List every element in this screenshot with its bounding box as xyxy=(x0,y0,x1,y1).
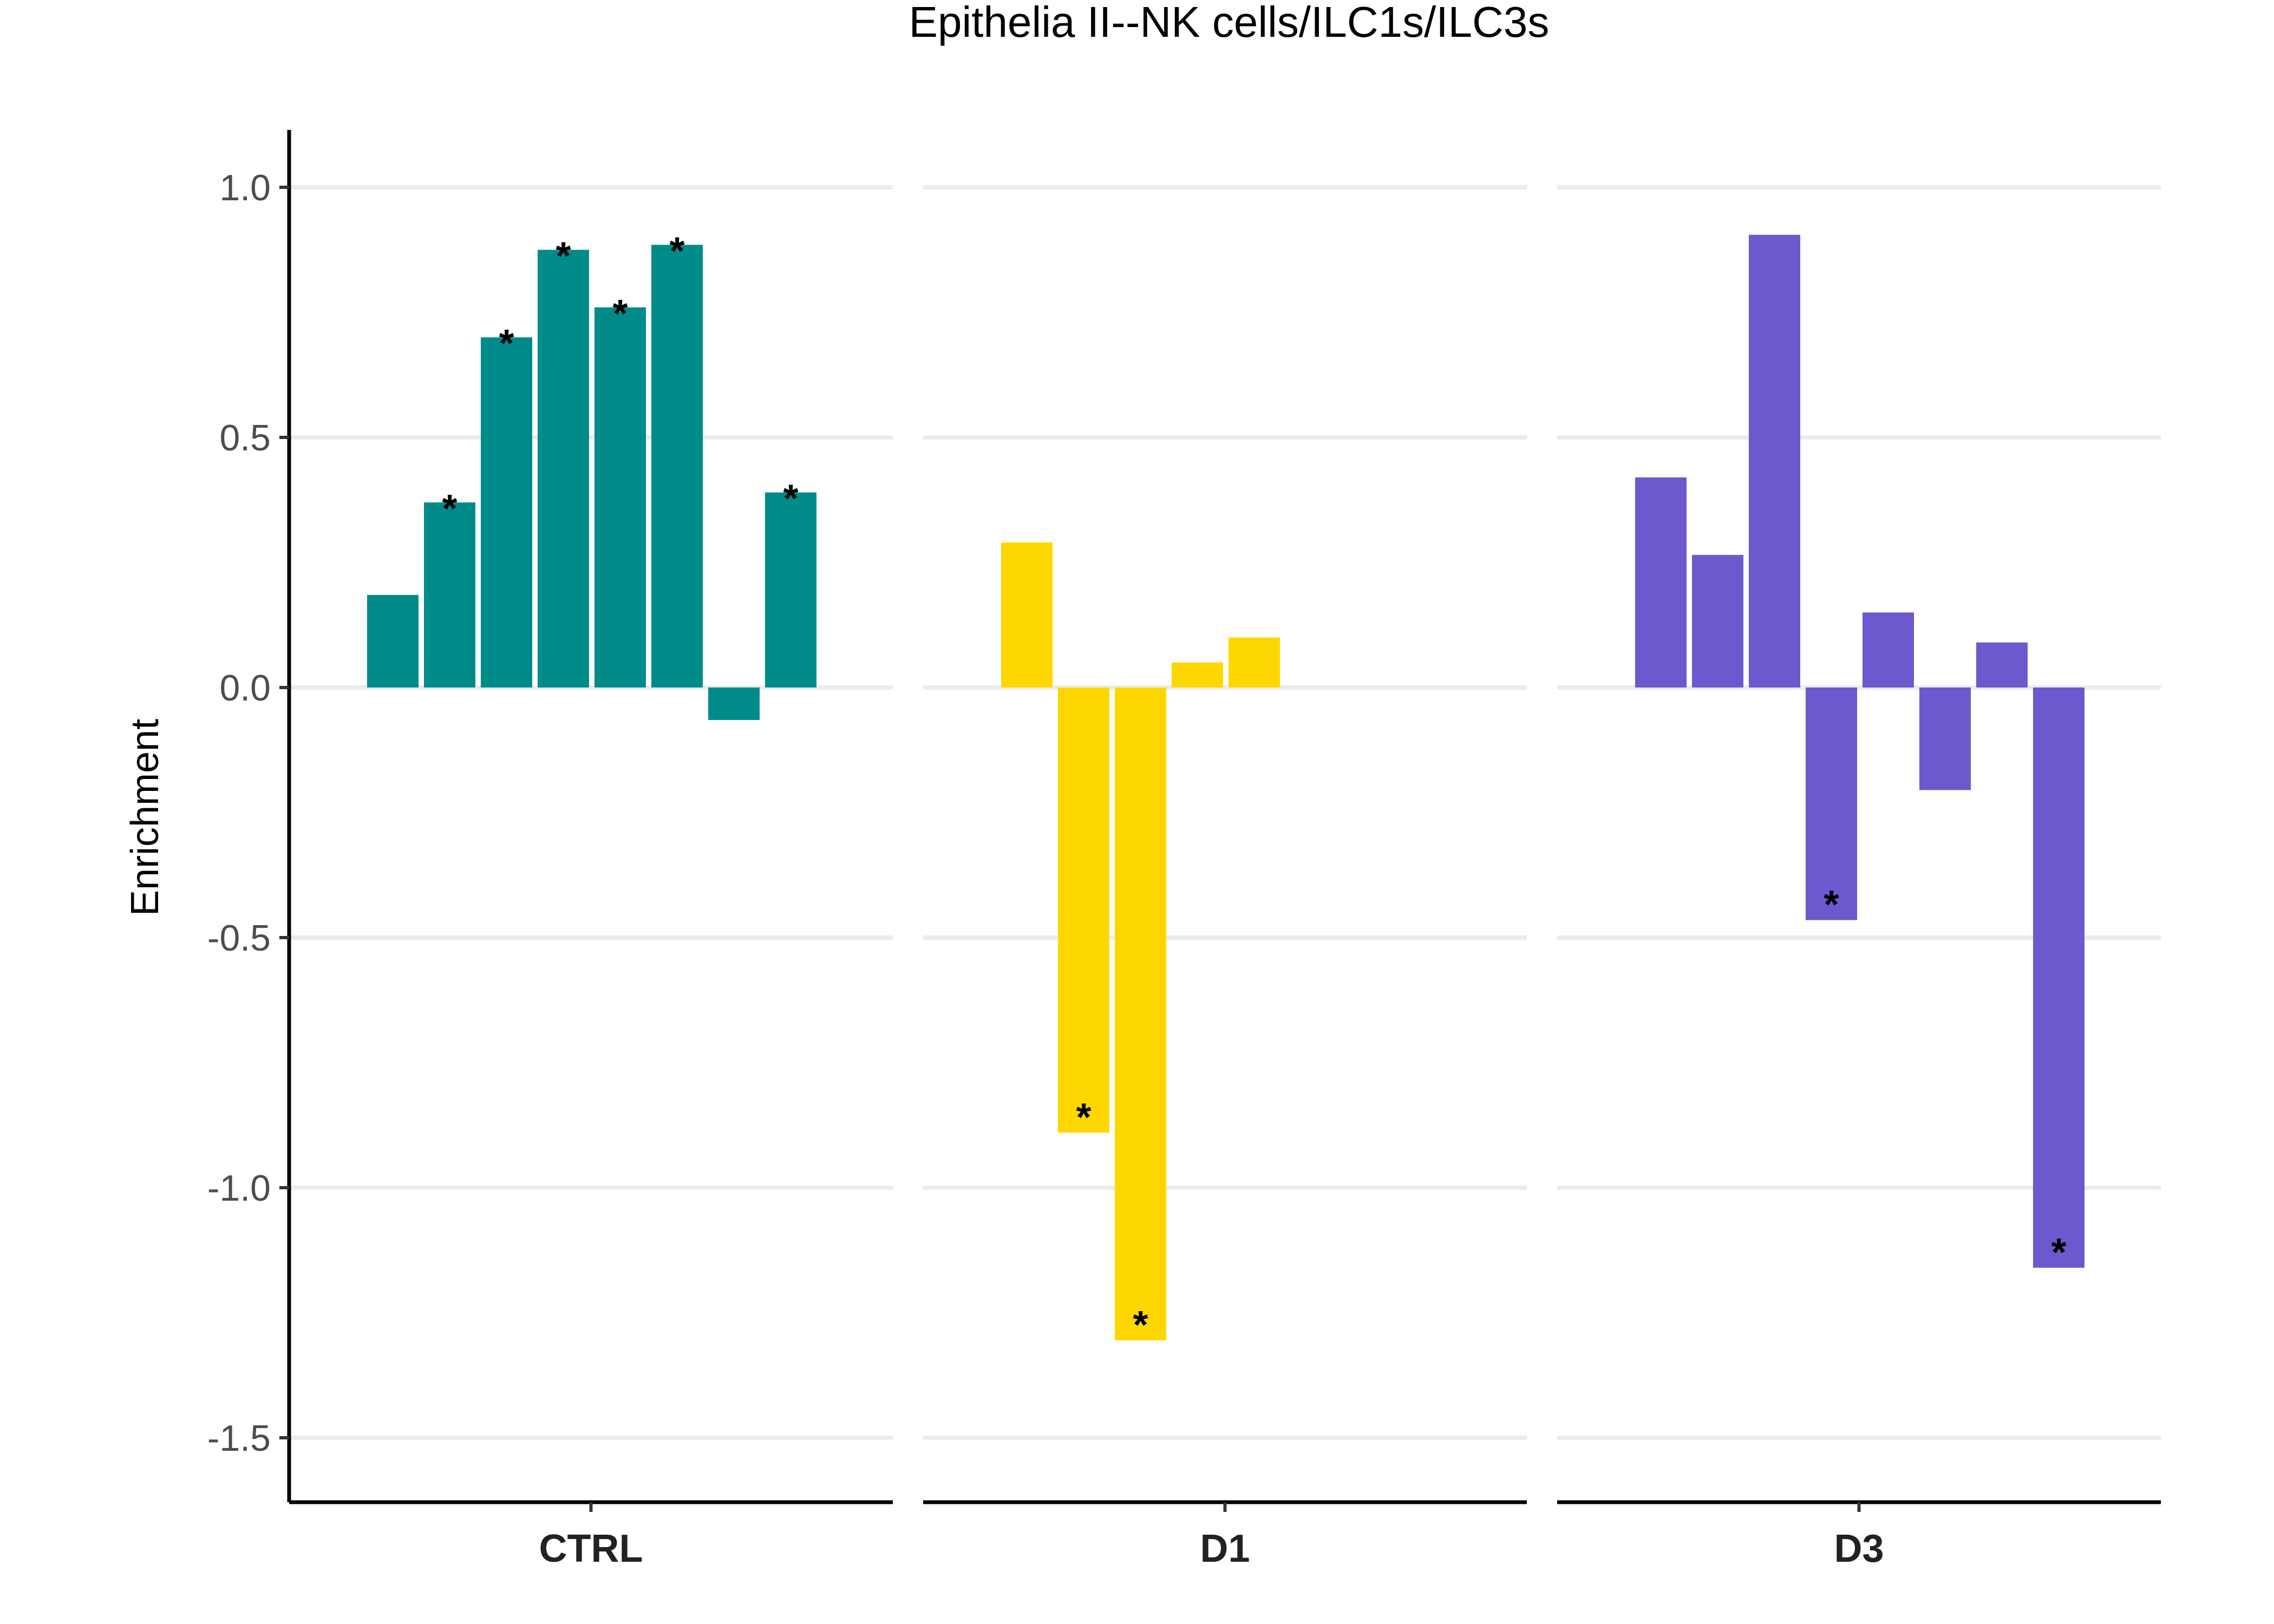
bar-d3-4 xyxy=(1806,687,1857,920)
y-tick-label: 0.0 xyxy=(219,667,271,709)
y-tick-label: -1.0 xyxy=(207,1168,271,1209)
panel-label-ctrl: CTRL xyxy=(539,1527,643,1570)
axes xyxy=(279,130,2161,1512)
bar-d1-2 xyxy=(1058,687,1109,1133)
bar-ctrl-2 xyxy=(424,502,475,687)
labels: 1.0 0.5 0.0 -0.5 -1.0 -1.5 CTRL * * * * * * D1 * * D3 * * xyxy=(207,167,2067,1570)
bar-ctrl-1 xyxy=(367,595,419,687)
bar-d3-8 xyxy=(2033,687,2084,1268)
bar-d1-1 xyxy=(1001,542,1053,687)
bar-d3-2 xyxy=(1692,555,1743,687)
y-tick-label: -1.5 xyxy=(207,1418,271,1459)
bar-ctrl-5 xyxy=(594,307,646,687)
bar-ctrl-8 xyxy=(765,492,816,687)
significance-marker-ctrl-8: * xyxy=(783,477,798,521)
y-tick-label: -0.5 xyxy=(207,918,271,959)
significance-marker-ctrl-5: * xyxy=(612,292,628,336)
significance-marker-ctrl-6: * xyxy=(669,230,684,273)
bar-ctrl-3 xyxy=(481,337,532,687)
panel-label-d3: D3 xyxy=(1834,1527,1884,1570)
bar-ctrl-6 xyxy=(651,245,703,687)
bar-d1-4 xyxy=(1172,662,1223,687)
bar-d1-3 xyxy=(1115,687,1166,1340)
significance-marker-ctrl-2: * xyxy=(442,487,457,531)
bar-d3-5 xyxy=(1863,612,1914,687)
significance-marker-ctrl-4: * xyxy=(556,235,571,278)
significance-marker-d3-8: * xyxy=(2051,1231,2066,1274)
significance-marker-ctrl-3: * xyxy=(499,322,514,365)
significance-marker-d1-3: * xyxy=(1133,1304,1148,1347)
y-axis-label: Enrichment xyxy=(123,719,167,916)
y-tick-label: 1.0 xyxy=(219,167,271,208)
bars xyxy=(367,234,2084,1340)
bar-d3-6 xyxy=(1919,687,1971,790)
bar-ctrl-4 xyxy=(538,250,589,687)
bar-d3-1 xyxy=(1635,477,1687,687)
bar-d3-3 xyxy=(1749,234,1800,687)
bar-ctrl-7 xyxy=(708,687,760,721)
significance-marker-d3-4: * xyxy=(1824,883,1839,927)
bar-d3-7 xyxy=(1976,642,2028,687)
significance-marker-d1-2: * xyxy=(1076,1096,1091,1139)
grid-lines xyxy=(289,185,2161,1440)
chart-title: Epithelia II--NK cells/ILC1s/ILC3s xyxy=(909,0,1550,46)
y-tick-label: 0.5 xyxy=(219,417,271,459)
bar-d1-5 xyxy=(1229,637,1280,687)
panel-label-d1: D1 xyxy=(1200,1527,1250,1570)
